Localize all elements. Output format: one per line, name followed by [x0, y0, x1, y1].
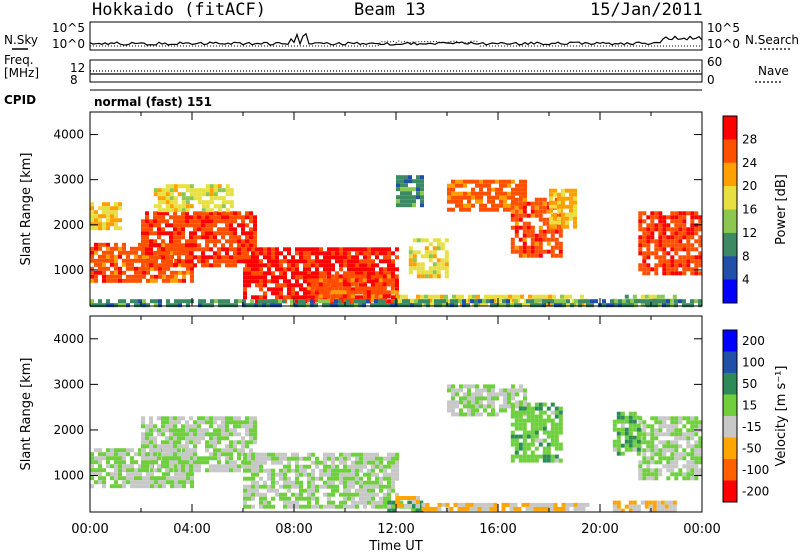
- power-ytick-label-0: 1000: [53, 263, 84, 277]
- noise-strip-frame: [89, 21, 703, 51]
- freq-tick-top: 12: [70, 61, 85, 75]
- beam-label: Beam 13: [354, 0, 426, 20]
- velocity-region-2: [243, 452, 399, 509]
- power-ylabel: Slant Range [km]: [19, 153, 34, 266]
- power-colorbar-tick-4: 20: [742, 179, 757, 193]
- power-colorbar-segment-7: [723, 279, 737, 304]
- power-region-8: [396, 175, 424, 208]
- nave-label: Nave: [758, 64, 789, 78]
- velocity-ytick-label-1: 2000: [53, 423, 84, 437]
- power-colorbar-segment-5: [723, 232, 737, 257]
- power-region-1: [90, 202, 122, 231]
- velocity-colorbar-segment-3: [723, 394, 737, 417]
- xtick-label-4: 16:00: [479, 522, 516, 537]
- velocity-ytick-label-0: 1000: [53, 469, 84, 483]
- velocity-region-7: [510, 402, 563, 463]
- power-region-13: [638, 211, 703, 276]
- velocity-ytick-label-3: 4000: [53, 332, 84, 346]
- power-panel: 1000 2000 3000 4000 Slant Range [km] 4 8 12 16 20…: [19, 111, 789, 308]
- power-colorbar-tick-5: 24: [742, 156, 757, 170]
- velocity-colorbar-tick-4: -15: [742, 420, 762, 434]
- nave-tick-top: 60: [707, 55, 722, 69]
- nave-tick-bottom: 0: [707, 73, 715, 87]
- date-label: 15/Jan/2011: [590, 0, 703, 20]
- power-region-9: [447, 179, 527, 212]
- noise-tick-left-top: 10^5: [52, 21, 85, 35]
- velocity-region-1: [141, 416, 257, 473]
- velocity-region-8: [612, 500, 677, 513]
- xtick-label-1: 04:00: [173, 522, 210, 537]
- power-region-14: [90, 299, 702, 308]
- power-region-2: [141, 211, 257, 268]
- velocity-colorbar-segment-1: [723, 351, 737, 374]
- velocity-colorbar-tick-6: -100: [742, 463, 769, 477]
- parameter-strip: N.Sky N.Search 10^5 10^0 10^5 10^0 Freq.…: [4, 21, 799, 109]
- power-region-3: [153, 184, 234, 213]
- velocity-ylabel: Slant Range [km]: [19, 358, 34, 471]
- velocity-colorbar-tick-2: 50: [742, 377, 757, 391]
- velocity-panel: 1000 2000 3000 4000 Slant Range [km] 200 100 50…: [19, 315, 789, 554]
- power-ytick-label-3: 4000: [53, 128, 84, 142]
- power-colorbar-tick-1: 8: [742, 249, 750, 263]
- noise-tick-right-bottom: 10^0: [707, 37, 740, 51]
- nsky-label: N.Sky: [4, 33, 38, 47]
- velocity-region-5: [421, 502, 590, 511]
- velocity-colorbar-tick-3: 15: [742, 398, 757, 412]
- velocity-colorbar-segment-7: [723, 480, 737, 503]
- velocity-colorbar-label: Velocity [m s⁻¹]: [774, 366, 789, 467]
- cpid-value: normal (fast) 151: [94, 95, 212, 109]
- velocity-colorbar-segment-0: [723, 330, 737, 352]
- x-axis-label: Time UT: [368, 539, 422, 554]
- xtick-label-0: 00:00: [71, 522, 108, 537]
- velocity-colorbar-segment-4: [723, 416, 737, 438]
- power-region-11: [549, 188, 577, 229]
- power-colorbar-tick-6: 28: [742, 132, 757, 146]
- radar-title: Hokkaido (fitACF): [92, 0, 266, 20]
- velocity-colorbar-segment-6: [723, 459, 737, 481]
- xtick-label-2: 08:00: [275, 522, 312, 537]
- xtick-label-6: 00:00: [683, 522, 720, 537]
- power-colorbar-label: Power [dB]: [774, 174, 789, 245]
- power-colorbar-segment-0: [723, 116, 737, 140]
- xtick-label-3: 12:00: [377, 522, 414, 537]
- power-region-7: [408, 238, 449, 279]
- power-colorbar-tick-3: 16: [742, 203, 757, 217]
- power-ytick-label-2: 3000: [53, 173, 84, 187]
- power-colorbar-tick-2: 12: [742, 226, 757, 240]
- nsearch-label: N.Search: [745, 33, 799, 47]
- velocity-colorbar-tick-7: -200: [742, 484, 769, 498]
- power-colorbar-segment-2: [723, 162, 737, 187]
- freq-unit: [MHz]: [4, 66, 39, 80]
- power-colorbar-tick-0: 4: [742, 273, 750, 287]
- velocity-colorbar: 200 100 50 15 -15 -50 -100 -200 Velocity [m s⁻¹]: [722, 329, 789, 503]
- power-region-5: [306, 274, 399, 303]
- velocity-colorbar-segment-2: [723, 373, 737, 395]
- velocity-colorbar-tick-1: 100: [742, 355, 765, 369]
- velocity-colorbar-frame: [722, 329, 738, 503]
- nsearch-trace: [90, 40, 702, 47]
- velocity-region-10: [612, 411, 641, 456]
- velocity-colorbar-segment-5: [723, 437, 737, 460]
- velocity-colorbar-tick-0: 200: [742, 334, 765, 348]
- power-colorbar-segment-4: [723, 209, 737, 234]
- power-colorbar-segment-1: [723, 139, 737, 164]
- xtick-label-5: 20:00: [581, 522, 618, 537]
- noise-tick-right-top: 10^5: [707, 21, 740, 35]
- power-colorbar: 4 8 12 16 20 24 28 Power [dB]: [722, 115, 789, 304]
- velocity-ytick-label-2: 3000: [53, 377, 84, 391]
- velocity-region-4: [396, 496, 420, 508]
- power-colorbar-frame: [722, 115, 738, 304]
- velocity-colorbar-tick-5: -50: [742, 441, 762, 455]
- noise-tick-left-bottom: 10^0: [52, 37, 85, 51]
- power-colorbar-segment-3: [723, 186, 737, 210]
- freq-tick-bottom: 8: [70, 73, 78, 87]
- velocity-region-9: [638, 416, 703, 481]
- nsky-trace: [89, 32, 703, 46]
- power-ytick-label-1: 2000: [53, 218, 84, 232]
- freq-label: Freq.: [4, 53, 34, 67]
- cpid-label: CPID: [4, 93, 36, 107]
- power-colorbar-segment-6: [723, 256, 737, 281]
